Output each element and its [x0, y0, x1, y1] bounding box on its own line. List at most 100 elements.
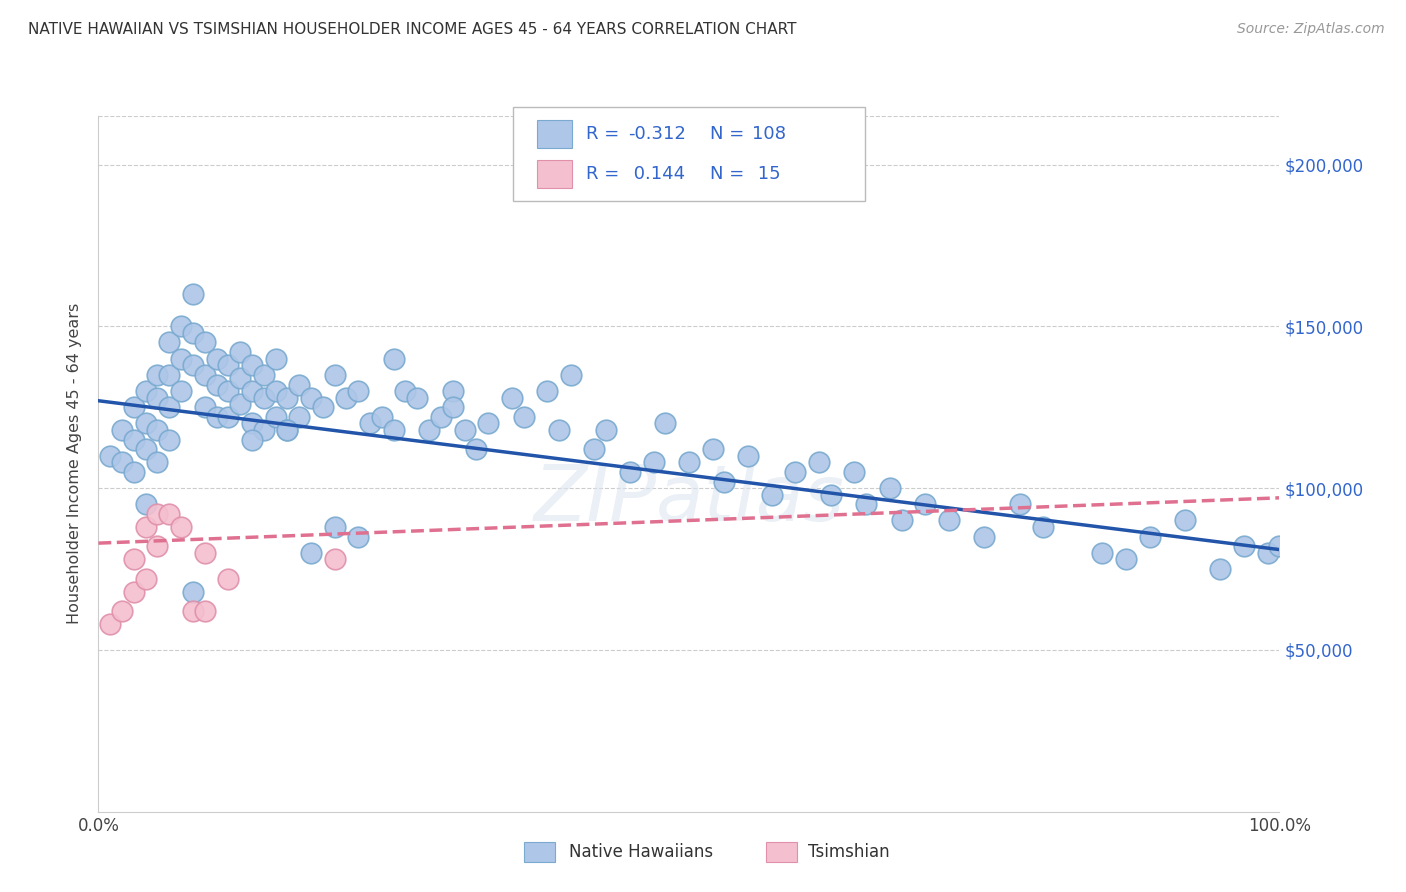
Text: R =: R =: [586, 125, 626, 143]
Point: [418, 423, 440, 437]
Point: [146, 540, 169, 554]
Point: [394, 384, 416, 398]
Point: [761, 487, 783, 501]
Point: [194, 604, 217, 618]
Point: [135, 572, 157, 586]
Point: [654, 417, 676, 431]
Point: [194, 335, 217, 350]
Point: [595, 423, 617, 437]
Point: [702, 442, 724, 457]
Point: [512, 409, 534, 424]
Point: [146, 423, 169, 437]
Point: [1139, 530, 1161, 544]
Point: [678, 455, 700, 469]
Point: [453, 423, 475, 437]
Point: [229, 345, 252, 359]
Point: [536, 384, 558, 398]
Point: [430, 409, 453, 424]
Point: [1174, 513, 1197, 527]
Text: N =: N =: [710, 125, 749, 143]
Point: [1008, 497, 1031, 511]
Point: [323, 552, 346, 566]
Point: [229, 397, 252, 411]
Point: [312, 401, 335, 415]
Point: [820, 487, 842, 501]
Point: [288, 377, 311, 392]
Text: N =: N =: [710, 165, 749, 183]
Point: [323, 520, 346, 534]
Point: [217, 409, 239, 424]
Point: [1268, 540, 1291, 554]
Point: [560, 368, 582, 382]
Point: [111, 455, 134, 469]
Point: [122, 433, 145, 447]
Text: R =: R =: [586, 165, 626, 183]
Text: Tsimshian: Tsimshian: [808, 843, 890, 861]
Point: [737, 449, 759, 463]
Point: [1209, 562, 1232, 576]
Point: [146, 391, 169, 405]
Point: [157, 507, 180, 521]
Point: [181, 287, 204, 301]
Point: [170, 520, 193, 534]
Point: [170, 351, 193, 366]
Point: [205, 377, 228, 392]
Point: [135, 417, 157, 431]
Point: [548, 423, 571, 437]
Point: [194, 546, 217, 560]
Point: [583, 442, 606, 457]
Point: [276, 423, 298, 437]
Point: [240, 384, 263, 398]
Point: [501, 391, 523, 405]
Point: [217, 572, 239, 586]
Point: [1032, 520, 1054, 534]
Point: [713, 475, 735, 489]
Point: [477, 417, 499, 431]
Point: [276, 423, 298, 437]
Point: [111, 423, 134, 437]
Point: [855, 497, 877, 511]
Point: [406, 391, 429, 405]
Point: [98, 617, 121, 632]
Point: [217, 384, 239, 398]
Text: Source: ZipAtlas.com: Source: ZipAtlas.com: [1237, 22, 1385, 37]
Point: [146, 455, 169, 469]
Point: [288, 409, 311, 424]
Point: [181, 604, 204, 618]
Point: [229, 371, 252, 385]
Point: [441, 384, 464, 398]
Point: [240, 417, 263, 431]
Point: [157, 433, 180, 447]
Point: [122, 584, 145, 599]
Point: [785, 465, 807, 479]
Point: [1257, 546, 1279, 560]
Point: [890, 513, 912, 527]
Point: [98, 449, 121, 463]
Point: [844, 465, 866, 479]
Text: 108: 108: [752, 125, 786, 143]
Point: [347, 530, 370, 544]
Point: [146, 368, 169, 382]
Point: [170, 319, 193, 334]
Point: [170, 384, 193, 398]
Point: [135, 442, 157, 457]
Point: [135, 497, 157, 511]
Point: [299, 546, 322, 560]
Point: [157, 368, 180, 382]
Point: [359, 417, 381, 431]
Point: [1091, 546, 1114, 560]
Text: 15: 15: [752, 165, 780, 183]
Point: [253, 391, 276, 405]
Y-axis label: Householder Income Ages 45 - 64 years: Householder Income Ages 45 - 64 years: [67, 303, 83, 624]
Point: [465, 442, 488, 457]
Point: [807, 455, 830, 469]
Point: [371, 409, 394, 424]
Point: [879, 481, 901, 495]
Point: [205, 351, 228, 366]
Point: [264, 351, 287, 366]
Point: [240, 358, 263, 372]
Point: [1115, 552, 1137, 566]
Point: [1233, 540, 1256, 554]
Point: [299, 391, 322, 405]
Point: [264, 384, 287, 398]
